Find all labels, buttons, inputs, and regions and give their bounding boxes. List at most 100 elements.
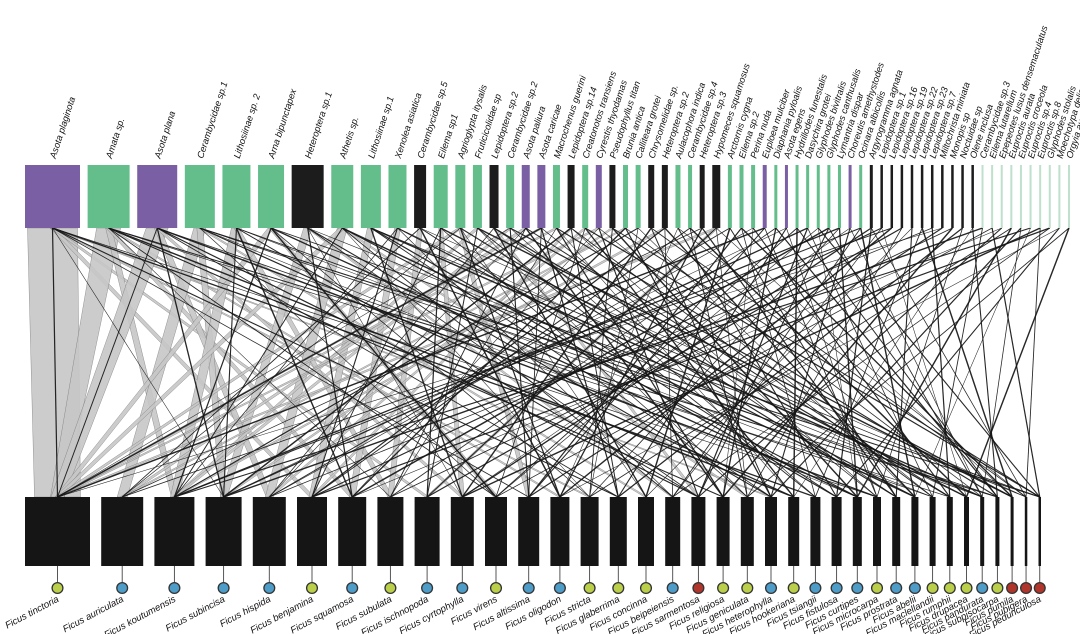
- link-line: [57, 227, 765, 498]
- link-line: [589, 227, 1012, 498]
- top-node-bar: [184, 165, 215, 228]
- link-line: [792, 227, 798, 498]
- link-line: [528, 227, 943, 498]
- link-line: [570, 227, 878, 498]
- top-node-bar: [388, 165, 407, 228]
- link-line: [311, 227, 882, 498]
- link-line: [459, 227, 561, 498]
- top-node-bar: [537, 165, 546, 228]
- growth-form-dot: [908, 581, 921, 595]
- top-node-bar: [890, 165, 894, 228]
- link-line: [716, 227, 1013, 498]
- top-node-bar: [331, 165, 354, 228]
- link-line: [269, 227, 495, 498]
- growth-form-dot: [522, 581, 535, 595]
- link-line: [419, 227, 837, 498]
- growth-form-dot: [1033, 581, 1046, 595]
- growth-form-dot: [553, 581, 566, 595]
- top-node-bar: [552, 165, 560, 228]
- growth-form-dot: [741, 581, 754, 595]
- link-line: [836, 227, 1060, 498]
- link-line: [617, 227, 963, 498]
- top-node-label: Asota plana: [152, 110, 177, 161]
- link-line: [556, 227, 794, 498]
- bottom-node-bar: [580, 497, 599, 566]
- link-line: [876, 227, 963, 498]
- link-line: [461, 227, 872, 498]
- link-line: [52, 227, 224, 498]
- link-line: [461, 227, 1041, 498]
- growth-form-dot: [976, 581, 989, 595]
- link-line: [689, 227, 748, 498]
- link-line: [174, 227, 1031, 498]
- top-node-bar: [648, 165, 655, 228]
- top-node-label: Amata sp.: [104, 117, 127, 161]
- link-line: [311, 227, 691, 498]
- bottom-node-bar: [691, 497, 706, 566]
- link-line: [235, 227, 353, 498]
- growth-form-dot: [717, 581, 730, 595]
- top-node-bar: [1010, 165, 1013, 228]
- top-node-bar: [582, 165, 589, 228]
- growth-form-dot: [692, 581, 705, 595]
- link-line: [528, 227, 742, 498]
- top-node-bar: [816, 165, 820, 228]
- link-line: [352, 227, 1002, 498]
- link-line: [689, 227, 968, 498]
- link-line: [390, 227, 557, 498]
- growth-form-dot: [1006, 581, 1019, 595]
- top-node-bar: [961, 165, 964, 228]
- top-node-bar: [623, 165, 629, 228]
- top-node-bar: [1029, 165, 1032, 228]
- link-line: [351, 227, 599, 498]
- top-node-bar: [981, 165, 984, 228]
- link-line: [307, 227, 772, 498]
- top-node-label: Lithosiinae sp.1: [366, 95, 395, 160]
- top-node-bar: [827, 165, 831, 228]
- top-node-bar: [784, 165, 788, 228]
- top-node-bar: [222, 165, 251, 228]
- link-line: [390, 227, 953, 498]
- link-line: [729, 227, 897, 498]
- bottom-node-bar: [665, 497, 681, 566]
- top-node-label: Athetis sp.: [337, 115, 360, 160]
- top-node-bar: [859, 165, 863, 228]
- bottom-node-bar: [252, 497, 286, 566]
- bottom-node-bar: [154, 497, 195, 566]
- growth-form-dot: [168, 581, 181, 595]
- bottom-node-bar: [25, 497, 90, 566]
- growth-form-dot: [943, 581, 956, 595]
- link-line: [598, 227, 933, 498]
- link-line: [311, 227, 442, 498]
- link-line: [223, 227, 237, 498]
- top-node-bar: [595, 165, 602, 228]
- link-line: [991, 227, 1041, 498]
- top-node-bar: [455, 165, 466, 228]
- top-node-bar: [951, 165, 954, 228]
- link-line: [509, 227, 1013, 498]
- bottom-node-bar: [450, 497, 474, 566]
- link-line: [746, 227, 903, 498]
- top-node-label: Heteroptera sp.1: [303, 91, 334, 160]
- growth-form-dot: [456, 581, 469, 595]
- top-node-bar: [675, 165, 681, 228]
- link-line: [108, 227, 794, 498]
- growth-form-dot: [305, 581, 319, 595]
- top-node-bar: [661, 165, 668, 228]
- top-node-bar: [291, 165, 324, 228]
- link-line: [624, 227, 772, 498]
- link-line: [525, 227, 951, 498]
- link-line: [650, 227, 772, 498]
- bottom-node-bar: [911, 497, 919, 566]
- top-node-bar: [472, 165, 482, 228]
- link-line: [849, 227, 983, 498]
- link-line: [722, 227, 953, 498]
- bottom-node-bar: [609, 497, 627, 566]
- link-line: [173, 227, 343, 498]
- link-line: [419, 227, 561, 498]
- top-node-bar: [971, 165, 974, 228]
- link-line: [921, 227, 1013, 498]
- top-node-bar: [869, 165, 873, 228]
- top-node-bar: [712, 165, 721, 228]
- top-node-bar: [1068, 165, 1070, 228]
